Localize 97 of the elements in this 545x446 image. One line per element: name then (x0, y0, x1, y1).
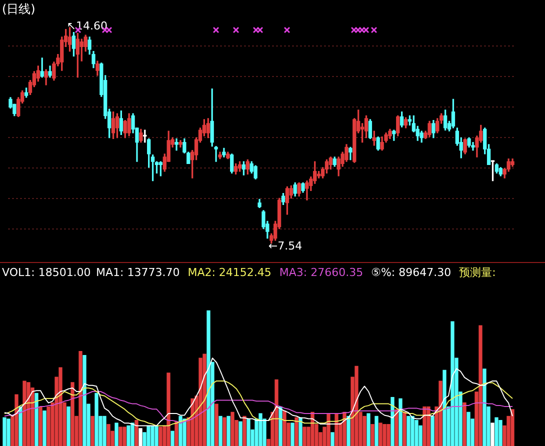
text: ⑤%: 89647.30 (371, 266, 452, 278)
bar (106, 424, 110, 446)
bar (346, 416, 350, 446)
bar (466, 412, 470, 446)
bar (370, 424, 374, 446)
bar (158, 426, 162, 446)
bar (18, 406, 22, 446)
bar (82, 355, 86, 446)
bar (202, 354, 206, 446)
bar (366, 413, 370, 446)
bar (90, 416, 94, 446)
bar (154, 425, 158, 446)
bar (390, 396, 394, 446)
candlestick (214, 146, 218, 162)
bar (58, 367, 62, 446)
bar (222, 417, 226, 446)
bar (326, 413, 330, 446)
text: VOL1: 18501.00 (2, 266, 91, 278)
bar (38, 406, 42, 446)
bar (382, 424, 386, 446)
text: MA3: 27660.35 (279, 266, 364, 278)
bar (334, 413, 338, 446)
bar (70, 382, 74, 446)
bar (490, 422, 494, 446)
bar (298, 417, 302, 446)
bar (146, 425, 150, 446)
bar (282, 410, 286, 446)
bar (218, 416, 222, 446)
annotation: ←7.54 (268, 240, 302, 253)
bar (362, 416, 366, 446)
bar (498, 420, 502, 446)
bar (122, 426, 126, 446)
bar (422, 406, 426, 446)
bar (398, 398, 402, 446)
bar (406, 416, 410, 446)
bar (14, 394, 18, 446)
bar (198, 358, 202, 446)
bar (330, 432, 334, 446)
bar (22, 380, 26, 446)
bar (510, 409, 514, 446)
bar (178, 416, 182, 446)
bar (274, 379, 278, 446)
bar (414, 420, 418, 446)
bar (462, 402, 466, 446)
bar (394, 409, 398, 446)
bar (290, 422, 294, 446)
bar (66, 406, 70, 446)
bar (6, 418, 10, 446)
bar (2, 417, 6, 446)
bar (166, 372, 170, 446)
bar (174, 421, 178, 446)
bar (226, 416, 230, 446)
bar (78, 351, 82, 446)
bar (386, 424, 390, 446)
chart-title: (日线) (2, 1, 36, 18)
bar (182, 418, 186, 446)
bar (450, 321, 454, 446)
bar (478, 325, 482, 446)
bar (42, 410, 46, 446)
bar (374, 416, 378, 446)
bar (190, 398, 194, 446)
bar (134, 420, 138, 446)
text: MA1: 13773.70 (96, 266, 180, 278)
bar (238, 421, 242, 446)
bar (206, 310, 210, 446)
bar (246, 418, 250, 446)
text: MA2: 24152.45 (188, 266, 272, 278)
bar (302, 426, 306, 446)
bar (294, 417, 298, 446)
bar (430, 416, 434, 446)
text: 预测量: (459, 264, 496, 280)
bar (130, 422, 134, 446)
bar (342, 412, 346, 446)
bar (46, 406, 50, 446)
bar (242, 416, 246, 446)
bar (230, 412, 234, 446)
bar (26, 382, 30, 446)
bar (102, 416, 106, 446)
bar (378, 422, 382, 446)
bar (94, 392, 98, 446)
bar (114, 422, 118, 446)
bar (278, 406, 282, 446)
bar (354, 366, 358, 446)
bar (126, 425, 130, 446)
bar (150, 425, 154, 446)
bar (438, 380, 442, 446)
bar (494, 417, 498, 446)
bar (34, 392, 38, 446)
bar (170, 430, 174, 446)
bar (214, 404, 218, 446)
bar (402, 412, 406, 446)
bar (410, 416, 414, 446)
bar (426, 406, 430, 446)
bar (258, 413, 262, 446)
bar (482, 368, 486, 446)
bar (118, 426, 122, 446)
bar (442, 370, 446, 446)
